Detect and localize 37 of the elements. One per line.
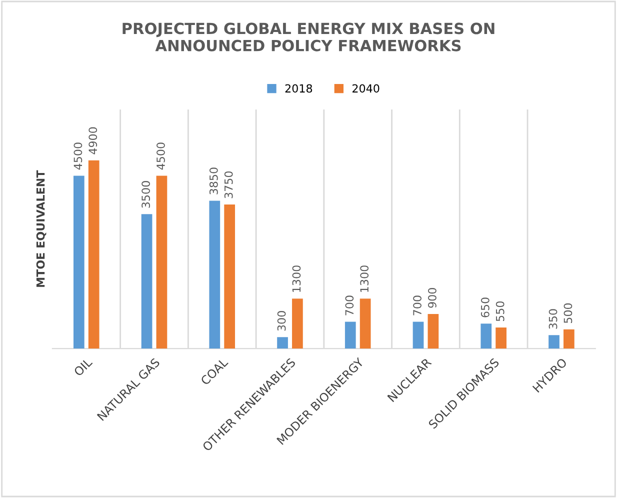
bar bbox=[88, 160, 100, 349]
bar bbox=[360, 298, 371, 349]
bar bbox=[73, 176, 84, 349]
bar bbox=[224, 204, 236, 349]
data-label: 3500 bbox=[142, 181, 150, 208]
bar bbox=[209, 200, 220, 349]
data-label: 3850 bbox=[209, 168, 218, 194]
bar bbox=[564, 329, 574, 349]
data-label: 300 bbox=[277, 311, 286, 331]
bar bbox=[277, 337, 288, 349]
bar bbox=[480, 324, 492, 349]
bar bbox=[428, 314, 439, 349]
legend-label: 2018 bbox=[285, 84, 312, 93]
bar bbox=[292, 298, 303, 349]
data-label: 1300 bbox=[292, 266, 301, 292]
data-label: 500 bbox=[564, 303, 572, 323]
data-label: 350 bbox=[548, 309, 558, 329]
data-label: 700 bbox=[345, 296, 354, 316]
bar bbox=[344, 322, 356, 349]
data-label: 4500 bbox=[74, 142, 82, 170]
data-label: 550 bbox=[496, 301, 504, 322]
data-label: 900 bbox=[428, 288, 436, 308]
bar bbox=[141, 214, 152, 349]
data-label: 4500 bbox=[156, 142, 165, 170]
x-tick-label: OIL bbox=[73, 357, 93, 377]
bar bbox=[496, 327, 506, 349]
data-label: 1300 bbox=[360, 266, 369, 292]
data-label: 3750 bbox=[224, 171, 233, 198]
data-label: 650 bbox=[480, 298, 490, 318]
legend-label: 2040 bbox=[352, 84, 380, 93]
bar bbox=[548, 335, 560, 349]
y-axis-title: MTOE EQUIVALENT bbox=[36, 170, 46, 287]
bar bbox=[156, 176, 168, 349]
chart-title: PROJECTED GLOBAL ENERGY MIX BASES ON ANNOUNCED POLICY FRAMEWORKS bbox=[122, 22, 494, 52]
data-label: 4900 bbox=[88, 127, 98, 154]
bar bbox=[412, 322, 424, 349]
data-label: 700 bbox=[413, 296, 422, 316]
